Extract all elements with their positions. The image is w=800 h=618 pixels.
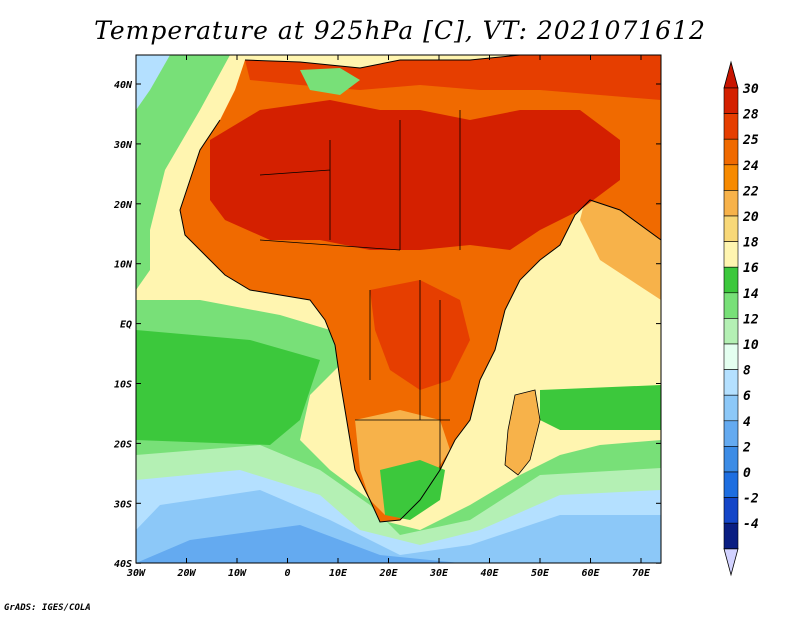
colorbar-segment bbox=[723, 241, 739, 268]
lon-tick-label: 20E bbox=[378, 568, 398, 579]
lon-tick-label: 70E bbox=[632, 568, 651, 579]
colorbar-label: 2 bbox=[742, 440, 751, 455]
colorbar-label: 30 bbox=[742, 82, 759, 97]
colorbar-label: 6 bbox=[743, 389, 751, 404]
mediterranean-sea bbox=[300, 68, 360, 95]
colorbar-label: 25 bbox=[742, 133, 759, 148]
colorbar-segment bbox=[723, 471, 739, 498]
colorbar-segment bbox=[723, 266, 739, 294]
colorbar-segment bbox=[723, 420, 739, 447]
map-plot-area bbox=[136, 55, 661, 563]
colorbar-label: -4 bbox=[743, 517, 759, 532]
colorbar-segment bbox=[723, 394, 739, 422]
lon-tick-label: 50E bbox=[531, 568, 550, 579]
lon-tick-label: 20W bbox=[176, 568, 196, 579]
colorbar-segment bbox=[723, 215, 739, 242]
lon-tick-label: 30W bbox=[126, 568, 146, 579]
colorbar-segment bbox=[723, 522, 739, 550]
colorbar-label: 4 bbox=[743, 415, 751, 430]
colorbar-label: 24 bbox=[742, 159, 759, 174]
colorbar-label: 20 bbox=[742, 210, 759, 225]
lon-tick-label: 30E bbox=[429, 568, 449, 579]
lat-tick-label: 20S bbox=[113, 439, 132, 450]
colorbar-bottom-arrow bbox=[723, 548, 739, 577]
colorbar-segment bbox=[723, 292, 739, 319]
colorbar-segment bbox=[723, 369, 739, 396]
lat-tick-label: EQ bbox=[120, 320, 132, 331]
colorbar-segment bbox=[723, 497, 739, 524]
colorbar-label: 14 bbox=[743, 287, 759, 302]
credit-label: GrADS: IGES/COLA bbox=[4, 603, 91, 613]
south-atlantic-green-band bbox=[136, 330, 320, 445]
colorbar-label: 28 bbox=[742, 108, 759, 123]
country-borders bbox=[259, 110, 541, 476]
colorbar-label: 10 bbox=[743, 338, 759, 353]
lon-tick-label: 0 bbox=[284, 568, 290, 579]
map-title: Temperature at 925hPa [C], VT: 202107161… bbox=[94, 16, 706, 45]
indian-ocean-green-band bbox=[540, 385, 661, 430]
colorbar-label: -2 bbox=[743, 492, 759, 507]
lat-tick-label: 30S bbox=[113, 499, 132, 510]
southern-africa-zone bbox=[355, 410, 450, 515]
colorbar-segment bbox=[723, 87, 739, 114]
colorbar-label: 18 bbox=[743, 236, 759, 251]
lat-tick-label: 40S bbox=[114, 559, 132, 570]
colorbar-label: 12 bbox=[743, 312, 759, 327]
sahara-hot-zone bbox=[210, 100, 620, 250]
mediterranean-hot-zone bbox=[245, 55, 661, 100]
map-frame bbox=[135, 54, 662, 564]
coastline bbox=[179, 55, 661, 523]
southern-ocean-coldest-band bbox=[136, 525, 460, 563]
lat-tick-label: 40N bbox=[114, 80, 133, 91]
lat-tick-label: 10N bbox=[114, 260, 133, 271]
lat-tick-label: 10S bbox=[114, 380, 132, 391]
lon-tick-label: 10E bbox=[329, 568, 348, 579]
lat-tick-label: 30N bbox=[113, 140, 133, 151]
colorbar-segment bbox=[723, 318, 739, 345]
colorbar-segment bbox=[723, 190, 739, 217]
south-africa-cool-zone bbox=[380, 460, 445, 520]
colorbar-segment bbox=[723, 113, 739, 140]
latitude-axis: 40N 30N 20N 10N EQ 10S 20S 30S 40S bbox=[113, 80, 661, 570]
colorbar-top-arrow bbox=[723, 60, 739, 89]
atlantic-north-cool-band bbox=[136, 55, 230, 290]
colorbar-segment bbox=[723, 446, 739, 473]
colorbar-label: 0 bbox=[743, 466, 751, 481]
atlantic-north-cold-band bbox=[136, 55, 170, 110]
lon-tick-label: 40E bbox=[480, 568, 499, 579]
lat-tick-label: 20N bbox=[113, 200, 133, 211]
lon-tick-label: 60E bbox=[581, 568, 600, 579]
colorbar-label: 8 bbox=[743, 364, 751, 379]
colorbar-label: 16 bbox=[743, 261, 759, 276]
colorbar-label: 22 bbox=[742, 184, 759, 199]
longitude-axis: 30W 20W 10W 0 10E 20E 30E 40E 50E 60E 70E bbox=[126, 55, 651, 579]
colorbar-segment bbox=[723, 343, 739, 370]
colorbar-segment bbox=[723, 138, 739, 166]
lon-tick-label: 10W bbox=[228, 568, 247, 579]
colorbar-segment bbox=[723, 164, 739, 191]
